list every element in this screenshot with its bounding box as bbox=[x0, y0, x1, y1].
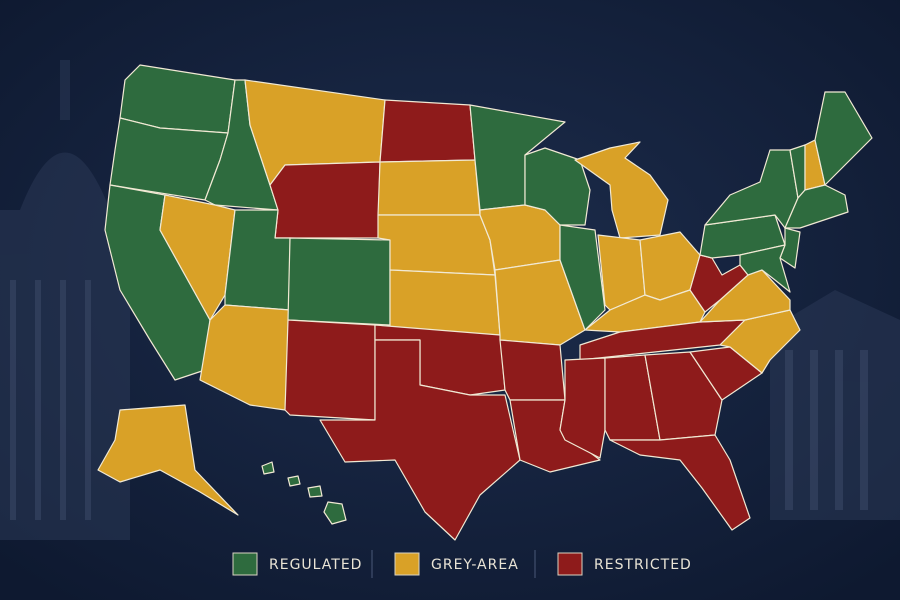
state bbox=[739, 244, 791, 293]
legend-swatch bbox=[394, 552, 420, 576]
state bbox=[574, 141, 669, 239]
state bbox=[609, 434, 751, 531]
legend-label: GREY-AREA bbox=[431, 557, 519, 573]
state bbox=[784, 184, 849, 229]
state bbox=[377, 159, 481, 216]
state bbox=[379, 99, 476, 163]
state bbox=[389, 269, 501, 336]
state bbox=[559, 224, 606, 331]
legend: REGULATED GREY-AREA RESTRICTED bbox=[232, 550, 692, 578]
legend-label: REGULATED bbox=[269, 557, 362, 573]
state bbox=[269, 161, 381, 239]
state bbox=[319, 339, 521, 541]
state bbox=[524, 147, 591, 226]
state bbox=[377, 214, 496, 276]
state bbox=[284, 319, 376, 421]
state bbox=[499, 339, 566, 401]
state bbox=[287, 237, 391, 326]
state bbox=[287, 475, 301, 487]
state bbox=[779, 227, 801, 269]
state bbox=[261, 461, 275, 475]
state bbox=[97, 404, 239, 516]
state bbox=[644, 351, 723, 441]
legend-label: RESTRICTED bbox=[594, 557, 692, 573]
state bbox=[307, 485, 323, 498]
legend-swatch bbox=[557, 552, 583, 576]
columns bbox=[10, 280, 868, 520]
state bbox=[323, 501, 347, 525]
legend-swatch bbox=[232, 552, 258, 576]
states bbox=[97, 64, 873, 541]
